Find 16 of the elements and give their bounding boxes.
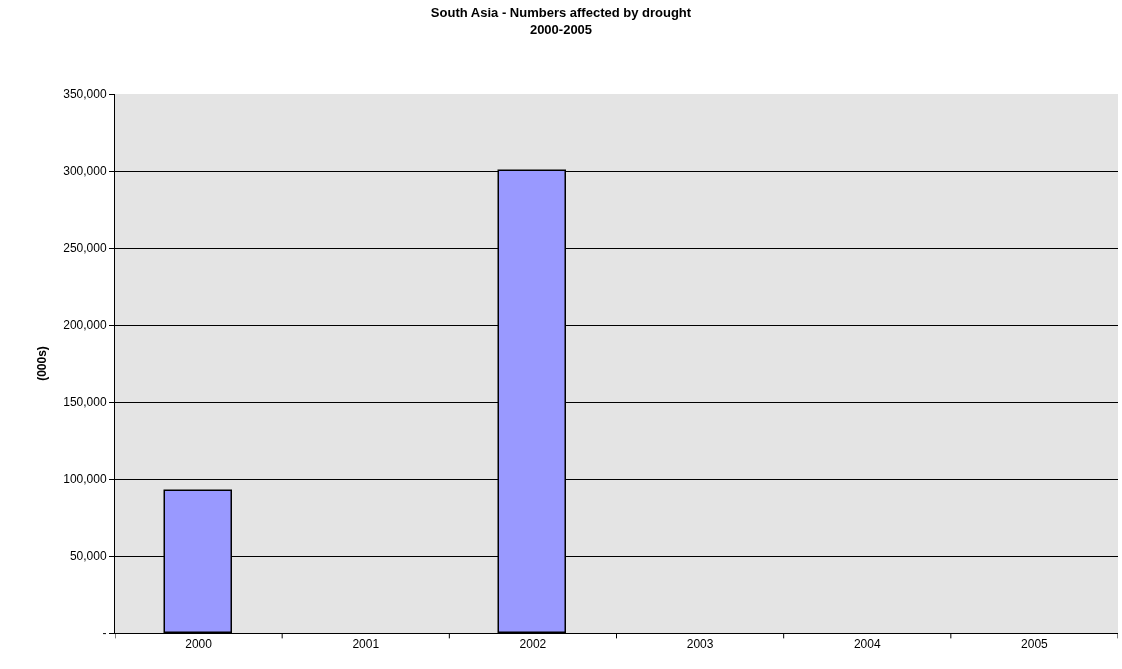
chart-title: South Asia - Numbers affected by drought 2000-2005 [430, 4, 692, 37]
y-tick-label: 50,000 [69, 549, 107, 564]
y-tick-label: 250,000 [63, 241, 107, 256]
x-tick-label: 2005 [1021, 637, 1049, 652]
y-tick-label: - [102, 626, 107, 641]
x-tick-label: 2004 [853, 637, 881, 652]
x-tick-label: 2002 [519, 637, 547, 652]
y-tick-label: 150,000 [63, 395, 107, 410]
y-tick-label: 200,000 [63, 318, 107, 333]
y-tick-label: 350,000 [63, 87, 107, 102]
x-tick-label: 2000 [185, 637, 213, 652]
y-axis-title: (000s) [34, 346, 49, 381]
x-tick-label: 2003 [686, 637, 714, 652]
y-tick-label: 300,000 [63, 164, 107, 179]
y-tick-label: 100,000 [63, 472, 107, 487]
x-tick-label: 2001 [352, 637, 380, 652]
